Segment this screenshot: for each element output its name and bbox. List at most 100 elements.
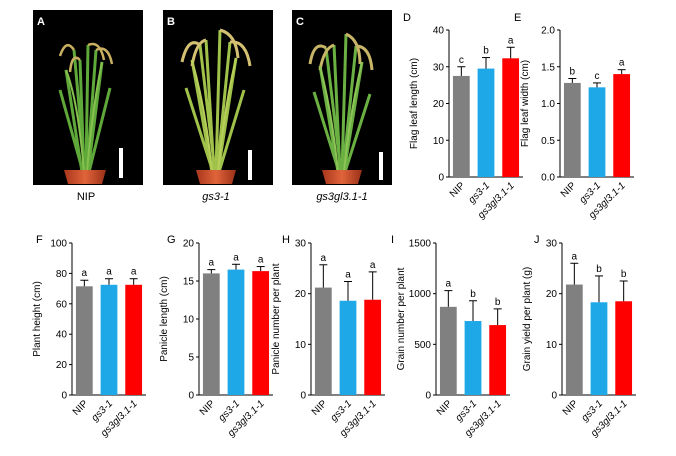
y-tick-label: 0: [425, 391, 431, 402]
y-tick-label: 0: [300, 391, 306, 402]
bar-charts: D 0 10 20 30 40 Flag leaf length (cm) c NIP b gs3-…: [32, 12, 636, 439]
bar-gs3-1: [464, 321, 482, 395]
y-tick-label: 0.0: [541, 173, 555, 184]
significance-letter: a: [131, 267, 137, 278]
rice-plant-gs3-1-illustration: [180, 28, 252, 173]
bar-gs3-1: [477, 68, 495, 177]
significance-letter: a: [446, 279, 452, 290]
photo-panel-c: C gs3gl3.1-1: [292, 10, 392, 203]
y-tick-label: 1500: [409, 239, 432, 250]
x-tick-label: NIP: [559, 180, 579, 200]
photo-panel-b: B gs3-1: [163, 10, 273, 203]
bar-gs3-1: [100, 284, 118, 395]
pot: [322, 170, 362, 184]
x-tick-label: NIP: [310, 398, 330, 418]
y-tick-label: 0.5: [541, 136, 555, 147]
y-tick-label: 1000: [409, 289, 432, 300]
bar-gs3-1: [227, 269, 245, 395]
panel-letter: D: [403, 12, 411, 24]
significance-letter: b: [470, 289, 476, 300]
y-tick-label: 15: [183, 277, 195, 288]
bar-NIP: [439, 306, 457, 395]
panel-letter-c: C: [296, 16, 304, 28]
y-tick-label: 2.0: [541, 26, 555, 37]
panel-letter-b: B: [167, 16, 175, 28]
significance-letter: b: [621, 269, 627, 280]
y-tick-label: 20: [546, 289, 558, 300]
significance-letter: a: [370, 260, 376, 271]
significance-letter: b: [596, 264, 602, 275]
chart-panel-e: E 0.0 0.5 1.0 1.5 2.0 Flag leaf width (cm) b NIP…: [514, 12, 634, 221]
y-axis-label: Panicle number per plant: [271, 263, 282, 374]
photo-caption-a: NIP: [77, 191, 95, 203]
panel-letter: G: [167, 234, 176, 246]
y-tick-label: 40: [56, 330, 68, 341]
significance-letter: a: [82, 268, 88, 279]
y-tick-label: 40: [433, 26, 445, 37]
significance-letter: a: [619, 58, 625, 69]
y-tick-label: 20: [433, 99, 445, 110]
y-tick-label: 10: [295, 340, 307, 351]
bar-gs3-1: [339, 300, 357, 395]
significance-letter: a: [321, 253, 327, 264]
y-tick-label: 0: [551, 391, 557, 402]
y-tick-label: 10: [433, 136, 445, 147]
y-tick-label: 30: [433, 62, 445, 73]
y-tick-label: 0: [438, 173, 444, 184]
significance-letter: b: [570, 67, 576, 78]
pot: [196, 170, 236, 184]
panel-letter: H: [282, 234, 290, 246]
y-axis-label: Flag leaf length (cm): [409, 58, 420, 149]
y-tick-label: 30: [546, 239, 558, 250]
bar-gs3gl3.1-1: [615, 301, 633, 395]
panel-letter: I: [391, 234, 394, 246]
significance-letter: c: [595, 71, 600, 82]
bar-NIP: [75, 286, 93, 395]
bar-NIP: [565, 284, 583, 395]
y-tick-label: 100: [50, 239, 67, 250]
bar-gs3gl3.1-1: [364, 299, 382, 395]
y-tick-label: 80: [56, 269, 68, 280]
y-axis-label: Flag leaf width (cm): [520, 60, 531, 147]
bar-gs3gl3.1-1: [252, 271, 270, 395]
y-tick-label: 10: [546, 340, 558, 351]
x-tick-label: NIP: [435, 398, 455, 418]
significance-letter: a: [209, 258, 215, 269]
significance-letter: a: [345, 270, 351, 281]
bar-NIP: [202, 273, 220, 395]
panel-letter: E: [514, 12, 521, 24]
y-tick-label: 20: [183, 239, 195, 250]
scale-bar: [119, 148, 123, 178]
photo-caption-c: gs3gl3.1-1: [316, 191, 367, 203]
significance-letter: a: [233, 252, 239, 263]
y-tick-label: 1.5: [541, 62, 555, 73]
y-tick-label: 5: [188, 353, 194, 364]
bar-NIP: [452, 75, 470, 177]
y-tick-label: 500: [414, 340, 431, 351]
x-tick-label: NIP: [448, 180, 468, 200]
significance-letter: a: [508, 35, 514, 46]
bar-gs3-1: [588, 87, 606, 177]
significance-letter: a: [258, 255, 264, 266]
bar-gs3gl3.1-1: [613, 74, 631, 177]
rice-plant-nip-illustration: [58, 42, 114, 173]
significance-letter: a: [106, 267, 112, 278]
panel-letter: F: [36, 234, 43, 246]
bar-NIP: [563, 82, 581, 177]
significance-letter: b: [495, 297, 501, 308]
x-tick-label: NIP: [71, 398, 91, 418]
scale-bar: [379, 152, 383, 180]
significance-letter: a: [572, 251, 578, 262]
rice-plant-gs3gl3-1-1-illustration: [308, 32, 374, 173]
y-axis-label: Grain number per plant: [396, 267, 407, 370]
photo-caption-b: gs3-1: [202, 191, 230, 203]
bar-gs3gl3.1-1: [125, 284, 143, 395]
significance-letter: b: [483, 46, 489, 57]
